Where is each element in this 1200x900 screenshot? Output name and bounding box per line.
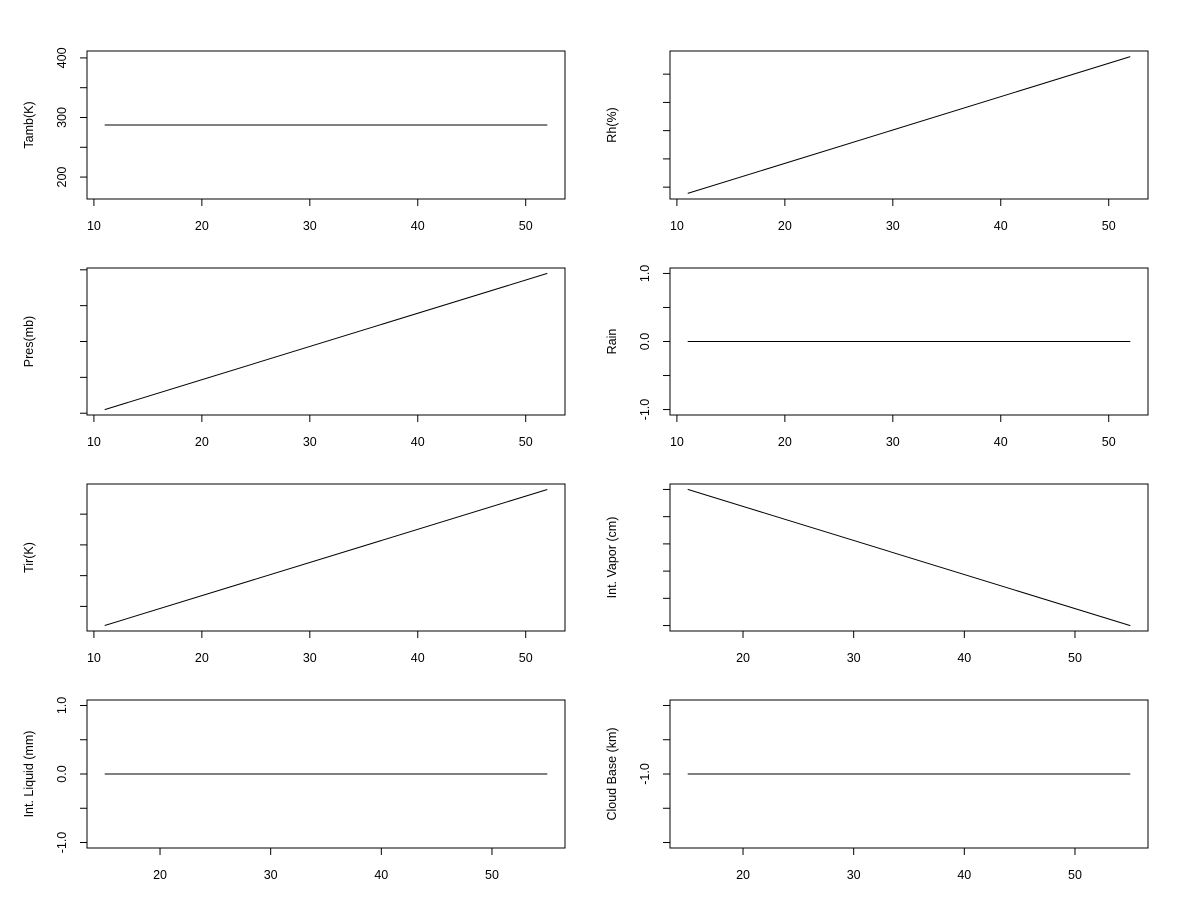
y-axis: -1.0 0.0 1.0 <box>55 697 88 854</box>
x-tick-label: 50 <box>519 435 533 449</box>
x-tick-label: 30 <box>847 651 861 665</box>
y-axis-label: Rain <box>605 329 619 355</box>
y-axis <box>80 269 88 414</box>
x-tick-label: 10 <box>670 435 684 449</box>
y-axis <box>663 73 671 188</box>
x-tick-label: 10 <box>87 435 101 449</box>
x-tick-label: 20 <box>778 435 792 449</box>
panel-4: 10 20 30 40 50 -1.0 0.0 1.0 Rain <box>605 265 1149 449</box>
x-tick-label: 40 <box>411 651 425 665</box>
y-tick-label: 0.0 <box>638 333 652 350</box>
x-tick-label: 10 <box>87 651 101 665</box>
y-axis-label: Tamb(K) <box>22 101 36 148</box>
x-axis: 10 20 30 40 50 <box>670 198 1116 233</box>
x-tick-label: 50 <box>1068 651 1082 665</box>
x-tick-label: 40 <box>957 868 971 882</box>
x-tick-label: 30 <box>264 868 278 882</box>
series-line <box>104 272 548 411</box>
y-tick-label: -1.0 <box>55 832 69 854</box>
panel-7: 20 30 40 50 -1.0 0.0 1.0 Int. Liquid (mm) <box>22 697 566 882</box>
x-tick-label: 10 <box>670 219 684 233</box>
x-tick-label: 50 <box>1068 868 1082 882</box>
x-tick-label: 20 <box>195 435 209 449</box>
panel-2: 10 20 30 40 50 Rh(%) <box>605 50 1149 233</box>
x-axis: 10 20 30 40 50 <box>87 414 533 449</box>
y-tick-label: -1.0 <box>638 763 652 785</box>
y-tick-label: 0.0 <box>55 765 69 782</box>
x-tick-label: 10 <box>87 219 101 233</box>
panel-6: 20 30 40 50 Int. Vapor (cm) <box>605 483 1149 665</box>
x-tick-label: 50 <box>519 651 533 665</box>
x-tick-label: 30 <box>886 435 900 449</box>
panel-1: 10 20 30 40 50 200 300 400 Tamb(K) <box>22 47 566 233</box>
x-tick-label: 50 <box>1102 219 1116 233</box>
x-axis: 20 30 40 50 <box>736 630 1082 665</box>
y-tick-label: 200 <box>55 167 69 188</box>
y-axis-label: Int. Liquid (mm) <box>22 731 36 818</box>
panel-5: 10 20 30 40 50 Tir(K) <box>22 483 566 665</box>
y-axis <box>663 488 671 627</box>
x-tick-label: 50 <box>519 219 533 233</box>
x-tick-label: 30 <box>303 435 317 449</box>
x-axis: 10 20 30 40 50 <box>87 198 533 233</box>
x-tick-label: 30 <box>303 651 317 665</box>
x-tick-label: 50 <box>485 868 499 882</box>
y-tick-label: 400 <box>55 47 69 68</box>
y-axis-label: Pres(mb) <box>22 316 36 367</box>
x-tick-label: 20 <box>736 651 750 665</box>
x-tick-label: 40 <box>994 435 1008 449</box>
y-axis-label: Int. Vapor (cm) <box>605 517 619 599</box>
x-axis: 10 20 30 40 50 <box>87 630 533 665</box>
x-tick-label: 20 <box>195 219 209 233</box>
y-axis-label: Cloud Base (km) <box>605 727 619 820</box>
x-tick-label: 20 <box>778 219 792 233</box>
x-tick-label: 50 <box>1102 435 1116 449</box>
y-axis <box>80 513 88 607</box>
panel-8: 20 30 40 50 -1.0 Cloud Base (km) <box>605 699 1149 882</box>
x-tick-label: 20 <box>736 868 750 882</box>
x-tick-label: 20 <box>153 868 167 882</box>
series-line <box>104 489 548 626</box>
x-tick-label: 40 <box>411 435 425 449</box>
x-axis: 20 30 40 50 <box>153 847 499 882</box>
x-tick-label: 30 <box>303 219 317 233</box>
y-axis-label: Rh(%) <box>605 107 619 142</box>
series-line <box>687 56 1131 194</box>
y-axis: 200 300 400 <box>55 47 88 188</box>
x-tick-label: 40 <box>957 651 971 665</box>
y-tick-label: 300 <box>55 107 69 128</box>
y-axis-label: Tir(K) <box>22 542 36 573</box>
x-tick-label: 40 <box>994 219 1008 233</box>
x-axis: 10 20 30 40 50 <box>670 414 1116 449</box>
series-line <box>687 488 1131 627</box>
x-tick-label: 40 <box>374 868 388 882</box>
y-tick-label: 1.0 <box>638 265 652 282</box>
panel-3: 10 20 30 40 50 Pres(mb) <box>22 267 566 449</box>
x-tick-label: 30 <box>847 868 861 882</box>
y-tick-label: -1.0 <box>638 399 652 421</box>
x-tick-label: 20 <box>195 651 209 665</box>
y-axis: -1.0 0.0 1.0 <box>638 265 671 421</box>
y-tick-label: 1.0 <box>55 697 69 714</box>
x-axis: 20 30 40 50 <box>736 847 1082 882</box>
x-tick-label: 40 <box>411 219 425 233</box>
y-axis: -1.0 <box>638 704 671 844</box>
x-tick-label: 30 <box>886 219 900 233</box>
